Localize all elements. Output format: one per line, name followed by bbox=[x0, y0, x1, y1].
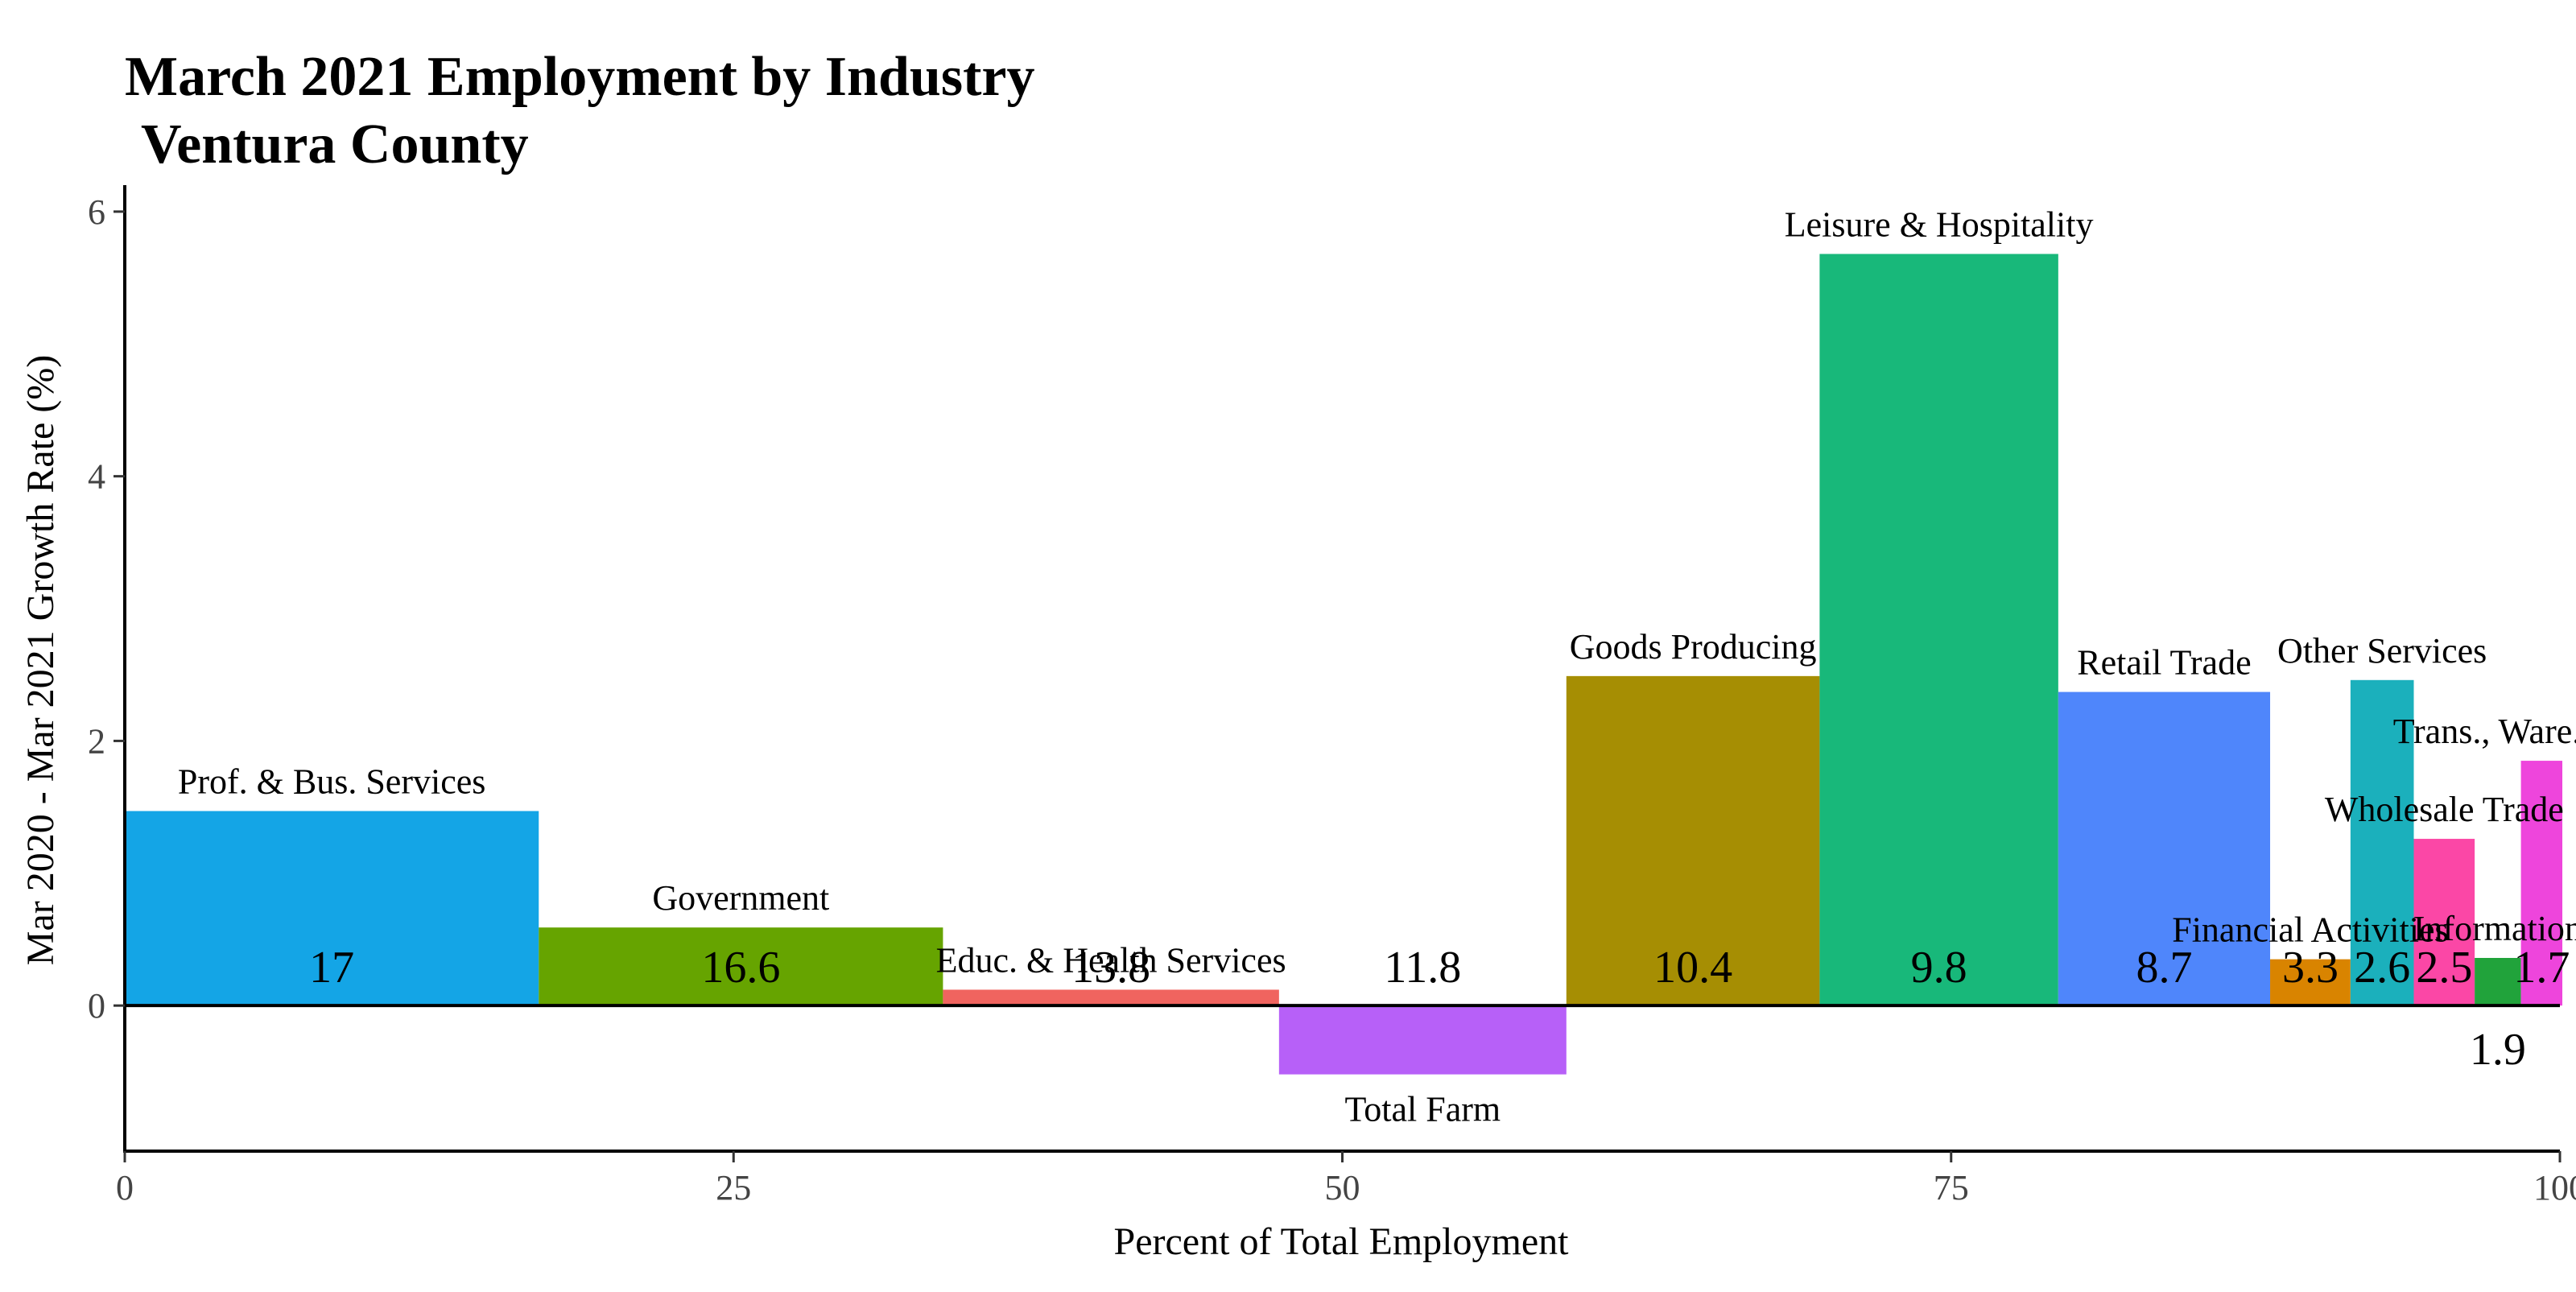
bar-goods-producing bbox=[1566, 675, 1820, 1006]
bar-category-label: Financial Activities bbox=[2172, 910, 2448, 950]
bar-category-label: Other Services bbox=[2277, 631, 2487, 671]
bar-prof-bus-services bbox=[125, 811, 539, 1006]
bar-share-label: 16.6 bbox=[701, 943, 780, 993]
y-tick-label: 2 bbox=[88, 721, 105, 761]
bar-share-label: 11.8 bbox=[1384, 943, 1461, 993]
bars-layer bbox=[125, 254, 2563, 1075]
bar-financial-activities bbox=[2270, 959, 2351, 1006]
bar-share-label: 1.9 bbox=[2470, 1025, 2526, 1075]
y-tick-label: 0 bbox=[88, 986, 105, 1026]
bar-share-label: 3.3 bbox=[2282, 943, 2339, 993]
bar-retail-trade bbox=[2058, 691, 2271, 1006]
x-tick-label: 50 bbox=[1325, 1168, 1360, 1207]
x-tick-label: 100 bbox=[2533, 1168, 2576, 1207]
bar-category-label: Prof. & Bus. Services bbox=[178, 762, 486, 802]
bar-share-label: 17 bbox=[309, 943, 354, 993]
y-tick-label: 6 bbox=[88, 192, 105, 232]
bar-category-label: Retail Trade bbox=[2077, 643, 2251, 683]
chart-title: March 2021 Employment by Industry bbox=[125, 46, 1034, 108]
bar-category-label: Total Farm bbox=[1344, 1090, 1501, 1129]
bar-category-label: Goods Producing bbox=[1570, 627, 1817, 667]
bar-leisure-hospitality bbox=[1819, 254, 2058, 1006]
bar-category-label: Information bbox=[2413, 909, 2576, 948]
bar-other-services bbox=[2350, 679, 2414, 1006]
bar-information bbox=[2475, 958, 2521, 1006]
labels-layer: Prof. & Bus. Services 17 Government 16.6 Edu… bbox=[178, 204, 2576, 1129]
y-tick-label: 4 bbox=[88, 457, 105, 497]
bar-share-label: 8.7 bbox=[2136, 943, 2192, 993]
x-tick-label: 75 bbox=[1934, 1168, 1969, 1207]
bar-trans-ware-util bbox=[2520, 761, 2563, 1006]
bar-category-label: Leisure & Hospitality bbox=[1785, 204, 2094, 244]
bar-wholesale-trade bbox=[2413, 839, 2475, 1006]
bar-share-label: 13.8 bbox=[1071, 943, 1150, 993]
bar-total-farm bbox=[1278, 1005, 1567, 1075]
bar-category-label: Wholesale Trade bbox=[2325, 790, 2564, 829]
bar-educ-health-services bbox=[943, 989, 1279, 1006]
bar-share-label: 10.4 bbox=[1653, 943, 1732, 993]
bar-share-label: 9.8 bbox=[1911, 943, 1967, 993]
chart-subtitle: Ventura County bbox=[141, 114, 529, 175]
y-axis-label: Mar 2020 - Mar 2021 Growth Rate (%) bbox=[19, 355, 62, 965]
bar-category-label: Trans., Ware. & Util. bbox=[2393, 712, 2576, 751]
x-tick-label: 0 bbox=[116, 1168, 134, 1207]
bar-category-label: Educ. & Health Services bbox=[936, 940, 1286, 980]
x-tick-label: 25 bbox=[716, 1168, 751, 1207]
bar-share-label: 2.6 bbox=[2354, 943, 2410, 993]
bar-share-label: 1.7 bbox=[2513, 943, 2570, 993]
bar-category-label: Government bbox=[652, 878, 829, 918]
x-axis-label: Percent of Total Employment bbox=[1114, 1220, 1570, 1263]
bar-government bbox=[539, 927, 943, 1006]
axes-layer: 0 2 4 6 0 25 50 75 100 bbox=[88, 185, 2576, 1207]
bar-share-label: 2.5 bbox=[2416, 943, 2472, 993]
